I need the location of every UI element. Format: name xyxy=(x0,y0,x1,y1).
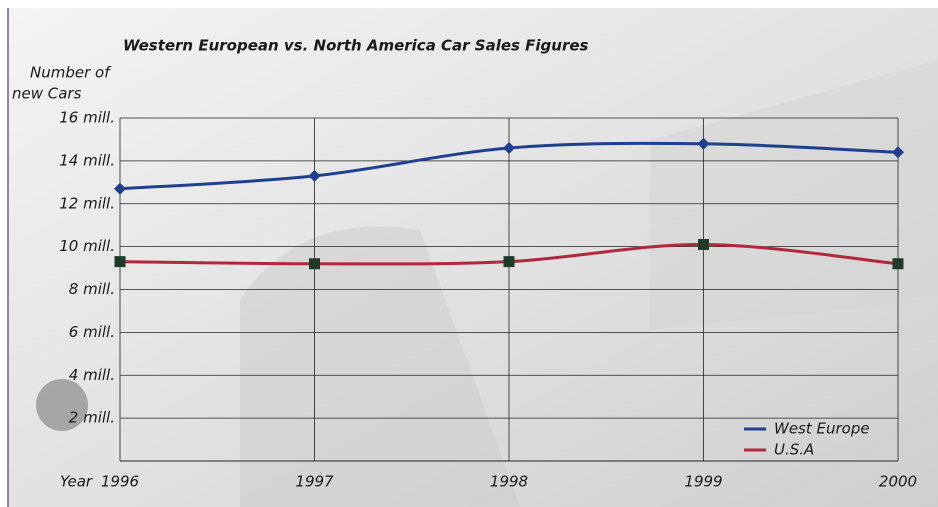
marker xyxy=(892,146,904,159)
y-tick-label: 16 mill. xyxy=(59,109,115,127)
marker xyxy=(114,256,126,268)
x-tick-label: 1998 xyxy=(490,473,528,491)
x-tick-label: 1997 xyxy=(295,473,334,491)
photo-shape xyxy=(36,379,88,431)
marker xyxy=(503,256,515,268)
x-tick-label: 1996 xyxy=(101,473,139,491)
marker xyxy=(697,137,710,150)
y-tick-label: 8 mill. xyxy=(69,280,115,298)
y-tick-label: 10 mill. xyxy=(59,237,115,255)
x-tick-label: 2000 xyxy=(879,473,917,491)
x-axis-label: Year xyxy=(60,473,93,491)
marker xyxy=(698,238,709,250)
photo-shape xyxy=(650,60,938,330)
marker xyxy=(503,142,515,155)
y-tick-label: 6 mill. xyxy=(69,323,115,341)
y-axis-label: new Cars xyxy=(12,85,82,103)
marker xyxy=(308,169,321,182)
y-tick-label: 2 mill. xyxy=(69,409,115,427)
legend-label: West Europe xyxy=(774,420,870,438)
x-tick-label: 1999 xyxy=(684,473,722,491)
legend-label: U.S.A xyxy=(774,441,814,459)
y-tick-label: 14 mill. xyxy=(59,151,115,169)
marker xyxy=(892,258,904,270)
marker xyxy=(309,258,320,270)
y-axis-label: Number of xyxy=(30,64,112,82)
chart-title: Western European vs. North America Car S… xyxy=(123,37,589,55)
y-tick-label: 12 mill. xyxy=(59,194,115,212)
marker xyxy=(114,182,126,195)
y-tick-label: 4 mill. xyxy=(69,366,115,384)
photo-shape xyxy=(240,226,520,507)
